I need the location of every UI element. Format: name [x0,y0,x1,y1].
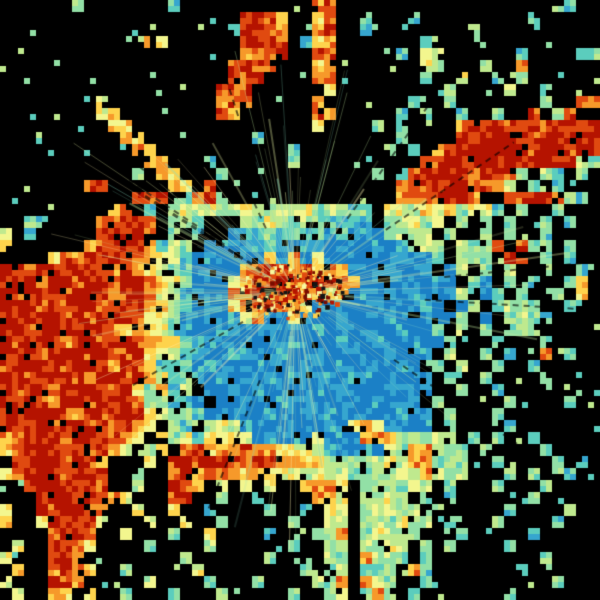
lidar-scan-canvas [0,0,600,600]
lidar-scan-view [0,0,600,600]
